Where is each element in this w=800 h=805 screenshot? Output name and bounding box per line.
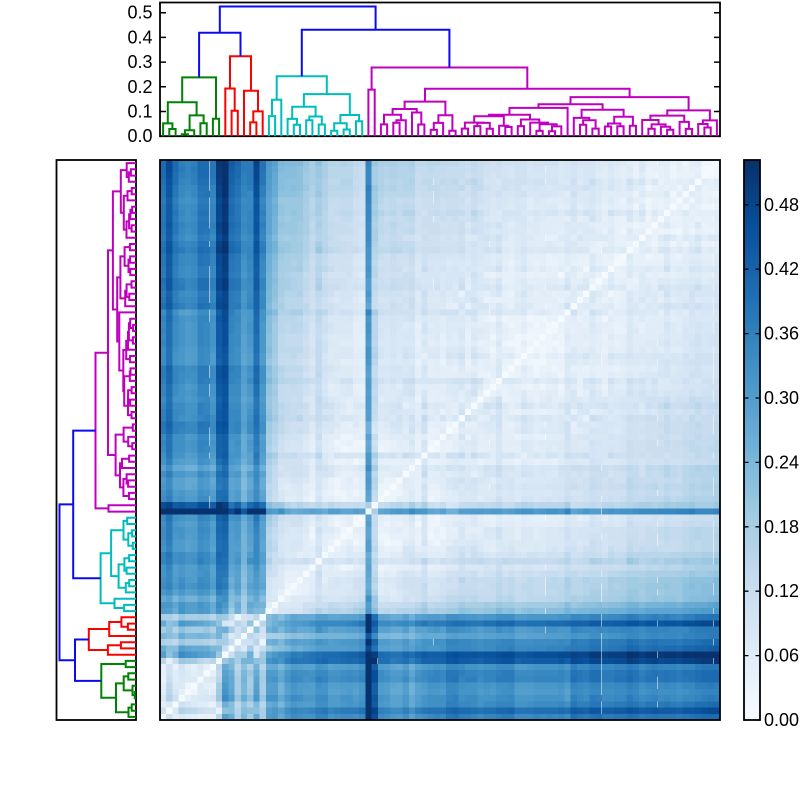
- svg-text:0.5: 0.5: [127, 3, 152, 23]
- svg-text:0.48: 0.48: [764, 195, 799, 215]
- svg-text:0.30: 0.30: [764, 388, 799, 408]
- svg-text:0.36: 0.36: [764, 324, 799, 344]
- svg-text:0.42: 0.42: [764, 259, 799, 279]
- svg-text:0.00: 0.00: [764, 710, 799, 730]
- svg-text:0.4: 0.4: [127, 27, 152, 47]
- svg-text:0.1: 0.1: [127, 102, 152, 122]
- svg-text:0.3: 0.3: [127, 52, 152, 72]
- svg-text:0.24: 0.24: [764, 452, 799, 472]
- svg-text:0.06: 0.06: [764, 646, 799, 666]
- svg-text:0.0: 0.0: [127, 126, 152, 146]
- svg-text:0.12: 0.12: [764, 581, 799, 601]
- svg-text:0.18: 0.18: [764, 517, 799, 537]
- svg-text:0.2: 0.2: [127, 77, 152, 97]
